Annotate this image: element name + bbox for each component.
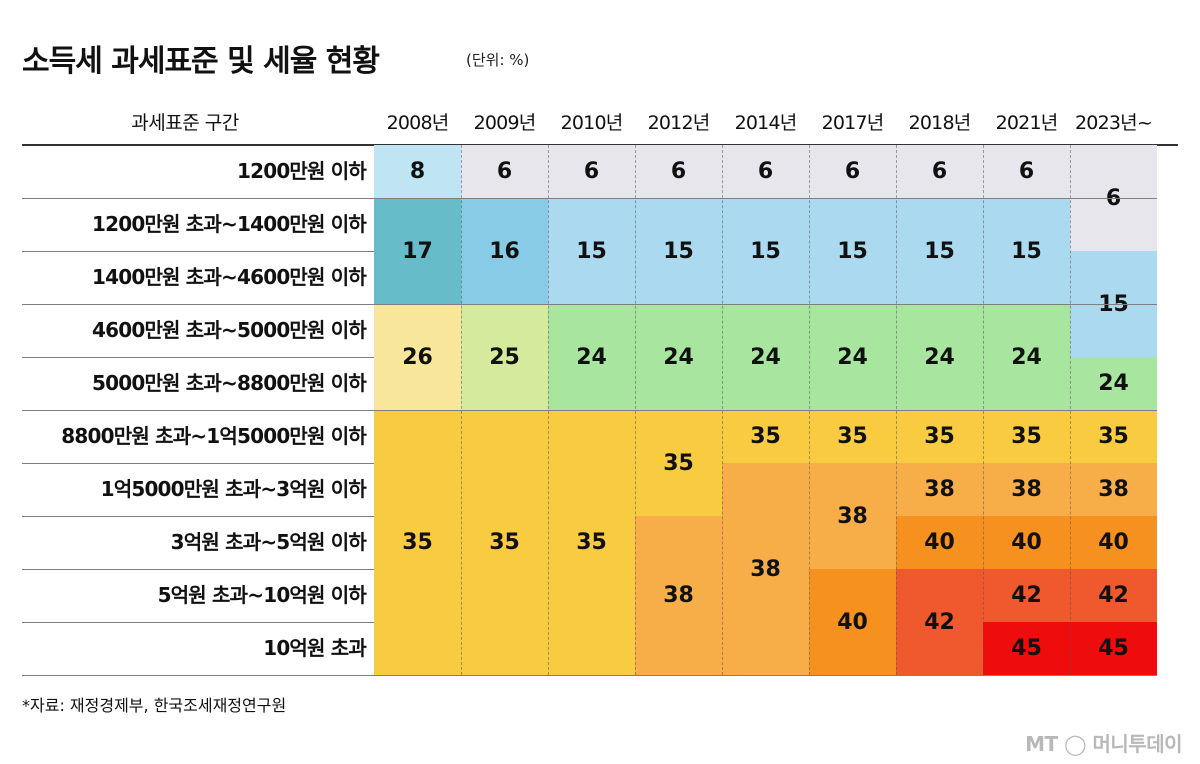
rate-cell: 40 — [983, 516, 1070, 569]
year-header: 2021년 — [995, 112, 1059, 134]
rate-cell: 6 — [983, 145, 1070, 198]
rate-cell: 42 — [896, 569, 983, 675]
row-divider — [22, 198, 1157, 199]
rate-cell: 35 — [983, 410, 1070, 463]
year-header: 2008년 — [386, 112, 450, 134]
rate-cell: 42 — [1070, 569, 1157, 622]
rate-cell: 38 — [983, 463, 1070, 516]
rate-cell: 17 — [374, 198, 461, 304]
rate-cell: 6 — [722, 145, 809, 198]
bracket-label: 8800만원 초과~1억5000만원 이하 — [61, 424, 367, 448]
bracket-header-label: 과세표준 구간 — [131, 112, 239, 134]
year-header: 2009년 — [473, 112, 537, 134]
bracket-label: 4600만원 초과~5000만원 이하 — [91, 318, 367, 342]
bracket-label: 5000만원 초과~8800만원 이하 — [91, 371, 367, 395]
rate-cell: 24 — [722, 304, 809, 410]
chart-title: 소득세 과세표준 및 세율 현황 — [22, 44, 380, 79]
bracket-label: 1200만원 이하 — [236, 159, 367, 183]
rate-cell: 24 — [548, 304, 635, 410]
rate-cell: 25 — [461, 304, 548, 410]
rate-cell: 35 — [896, 410, 983, 463]
rate-cell: 15 — [983, 198, 1070, 304]
year-header: 2010년 — [560, 112, 624, 134]
rate-cell: 38 — [722, 463, 809, 675]
rate-cell: 6 — [809, 145, 896, 198]
rate-cell: 35 — [635, 410, 722, 516]
rate-cell: 38 — [635, 516, 722, 675]
rate-cell: 26 — [374, 304, 461, 410]
rate-cell: 24 — [1070, 357, 1157, 410]
year-header: 2014년 — [734, 112, 798, 134]
rate-cell: 40 — [896, 516, 983, 569]
rate-cell: 40 — [809, 569, 896, 675]
year-header: 2018년 — [908, 112, 972, 134]
row-divider — [22, 675, 1157, 676]
row-divider — [22, 463, 374, 464]
source-note: *자료: 재정경제부, 한국조세재정연구원 — [22, 696, 287, 715]
row-divider — [22, 251, 374, 252]
bracket-label: 1400만원 초과~4600만원 이하 — [91, 265, 367, 289]
rate-cell: 16 — [461, 198, 548, 304]
row-divider — [22, 357, 374, 358]
rate-cell: 24 — [635, 304, 722, 410]
bracket-label: 3억원 초과~5억원 이하 — [170, 530, 367, 554]
year-header: 2023년~ — [1075, 112, 1153, 134]
rate-cell: 6 — [896, 145, 983, 198]
rate-cell: 15 — [809, 198, 896, 304]
row-divider — [22, 304, 1157, 305]
rate-cell: 15 — [896, 198, 983, 304]
row-divider — [22, 516, 374, 517]
rate-cell: 15 — [548, 198, 635, 304]
rate-cell: 24 — [983, 304, 1070, 410]
year-header: 2012년 — [647, 112, 711, 134]
rate-cell: 38 — [1070, 463, 1157, 516]
row-divider — [22, 410, 1157, 411]
rate-cell: 40 — [1070, 516, 1157, 569]
row-divider — [22, 569, 374, 570]
rate-cell: 45 — [1070, 622, 1157, 675]
rate-cell: 45 — [983, 622, 1070, 675]
rate-cell: 15 — [722, 198, 809, 304]
rate-cell: 24 — [896, 304, 983, 410]
rate-cell: 35 — [1070, 410, 1157, 463]
rate-cell: 6 — [461, 145, 548, 198]
rate-cell: 35 — [461, 410, 548, 675]
bracket-label: 1200만원 초과~1400만원 이하 — [91, 212, 367, 236]
row-divider — [22, 622, 374, 623]
year-header: 2017년 — [821, 112, 885, 134]
rate-cell: 35 — [374, 410, 461, 675]
publisher-logo: MT ◯ 머니투데이 — [1025, 732, 1182, 756]
bracket-label: 10억원 초과 — [263, 636, 367, 660]
rate-cell: 35 — [722, 410, 809, 463]
rate-cell: 35 — [548, 410, 635, 675]
rate-cell: 6 — [635, 145, 722, 198]
rate-cell: 6 — [548, 145, 635, 198]
rate-cell: 38 — [809, 463, 896, 569]
bracket-label: 5억원 초과~10억원 이하 — [157, 583, 367, 607]
rate-cell: 42 — [983, 569, 1070, 622]
bracket-label: 1억5000만원 초과~3억원 이하 — [100, 477, 367, 501]
rate-cell: 38 — [896, 463, 983, 516]
unit-label: (단위: %) — [466, 51, 530, 69]
rate-cell: 24 — [809, 304, 896, 410]
rate-cell: 15 — [635, 198, 722, 304]
rate-cell: 35 — [809, 410, 896, 463]
rate-cell: 8 — [374, 145, 461, 198]
